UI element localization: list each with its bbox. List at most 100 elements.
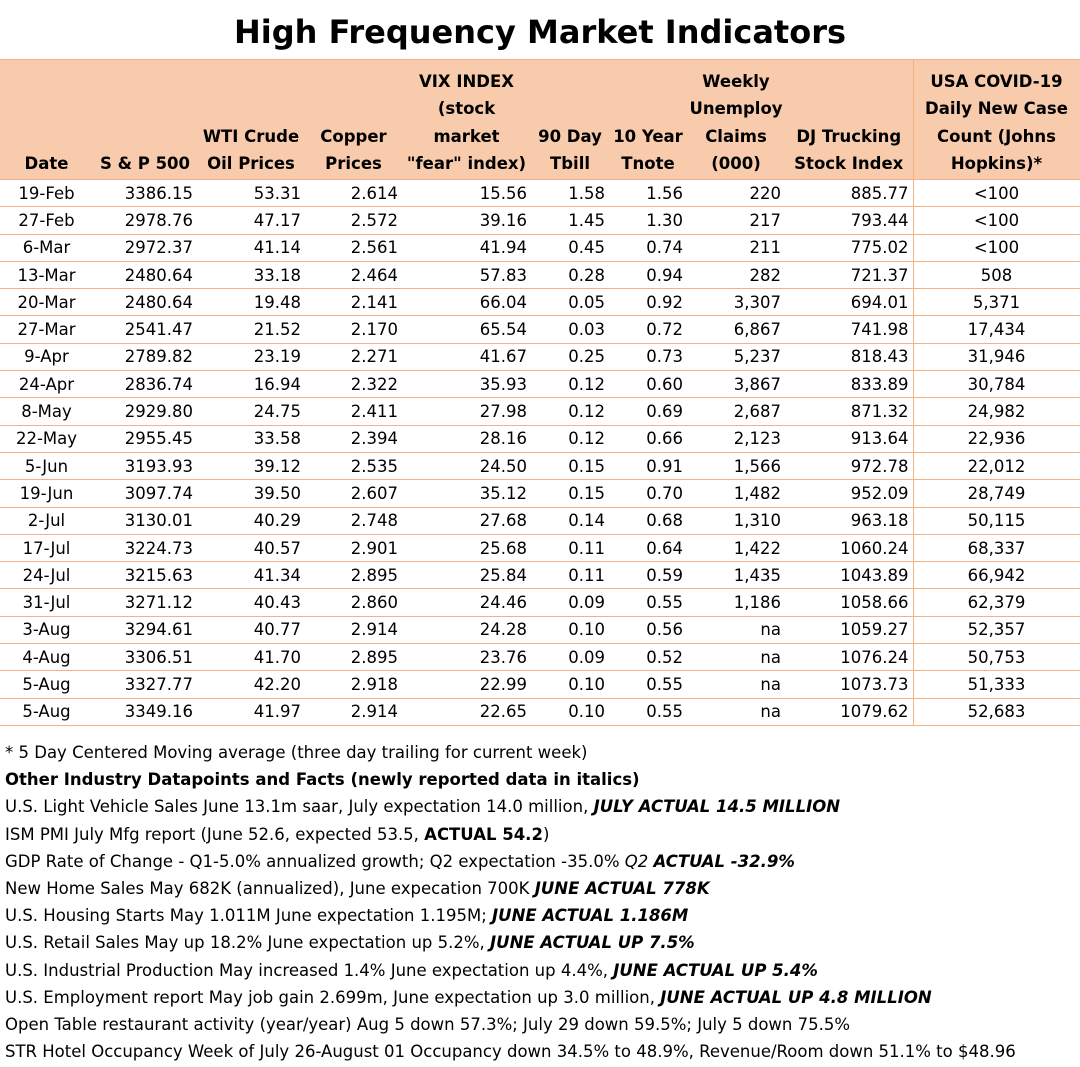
- cell-copper: 2.860: [305, 588, 402, 617]
- cell-covid-cases: 50,115: [912, 507, 1080, 535]
- cell-copper: 2.561: [305, 234, 402, 262]
- cell-date: 31-Jul: [0, 588, 93, 617]
- cell-covid-cases: <100: [912, 206, 1080, 235]
- note-bold: ACTUAL 54.2: [424, 824, 543, 844]
- cell-covid-cases: 62,379: [912, 588, 1080, 617]
- cell-dj-trucking: 913.64: [785, 425, 913, 453]
- cell-covid-cases: 22,012: [912, 452, 1080, 481]
- cell-unemployment-claims: 1,422: [687, 534, 785, 563]
- cell-copper: 2.411: [305, 397, 402, 426]
- table-row: 13-Mar 2480.64 33.18 2.464 57.83 0.28 0.94 282 7…: [0, 261, 1080, 290]
- note-text: New Home Sales May 682K (annualized), Ju…: [5, 878, 535, 898]
- cell-covid-cases: 52,683: [912, 698, 1080, 726]
- header-vix: VIX INDEX (stock market "fear" index): [402, 59, 531, 180]
- cell-sp500: 3271.12: [93, 588, 197, 617]
- table-row: 31-Jul 3271.12 40.43 2.860 24.46 0.09 0.55 1,18…: [0, 588, 1080, 617]
- cell-tbill: 1.45: [531, 206, 609, 235]
- table-row: 24-Jul 3215.63 41.34 2.895 25.84 0.11 0.59 1,43…: [0, 561, 1080, 590]
- cell-unemployment-claims: 1,310: [687, 507, 785, 535]
- cell-unemployment-claims: 1,435: [687, 561, 785, 590]
- cell-covid-cases: 31,946: [912, 343, 1080, 372]
- note-text: Open Table restaurant activity (year/yea…: [5, 1014, 851, 1034]
- cell-copper: 2.464: [305, 261, 402, 290]
- cell-covid-cases: 30,784: [912, 370, 1080, 399]
- cell-copper: 2.918: [305, 670, 402, 699]
- cell-tbill: 0.10: [531, 698, 609, 726]
- cell-tbill: 0.05: [531, 288, 609, 317]
- cell-copper: 2.322: [305, 370, 402, 399]
- table-row: 4-Aug 3306.51 41.70 2.895 23.76 0.09 0.52 na 107…: [0, 643, 1080, 672]
- note-item: U.S. Light Vehicle Sales June 13.1m saar…: [5, 793, 1075, 820]
- note-item: ISM PMI July Mfg report (June 52.6, expe…: [5, 821, 1075, 848]
- cell-unemployment-claims: 282: [687, 261, 785, 290]
- cell-copper: 2.394: [305, 425, 402, 453]
- cell-copper: 2.895: [305, 643, 402, 672]
- note-item: U.S. Industrial Production May increased…: [5, 957, 1075, 984]
- table-row: 27-Feb 2978.76 47.17 2.572 39.16 1.45 1.30 217 7…: [0, 206, 1080, 235]
- cell-covid-cases: 17,434: [912, 315, 1080, 344]
- cell-tnote: 0.69: [609, 397, 687, 426]
- cell-covid-cases: 52,357: [912, 616, 1080, 645]
- cell-date: 13-Mar: [0, 261, 93, 290]
- cell-copper: 2.895: [305, 561, 402, 590]
- cell-vix: 39.16: [402, 206, 531, 235]
- cell-sp500: 2955.45: [93, 425, 197, 453]
- header-wti-crude: WTI Crude Oil Prices: [197, 59, 305, 180]
- cell-copper: 2.748: [305, 507, 402, 535]
- header-dj-trucking: DJ Trucking Stock Index: [785, 59, 913, 180]
- cell-tbill: 0.10: [531, 670, 609, 699]
- cell-covid-cases: 508: [912, 261, 1080, 290]
- cell-tnote: 1.30: [609, 206, 687, 235]
- cell-tnote: 0.52: [609, 643, 687, 672]
- table-row: 2-Jul 3130.01 40.29 2.748 27.68 0.14 0.68 1,310…: [0, 507, 1080, 535]
- cell-vix: 25.68: [402, 534, 531, 563]
- cell-date: 24-Jul: [0, 561, 93, 590]
- cell-tnote: 0.94: [609, 261, 687, 290]
- note-emph: ACTUAL -32.9%: [653, 851, 795, 871]
- cell-wti-crude: 40.77: [197, 616, 305, 645]
- page-title: High Frequency Market Indicators: [233, 13, 847, 51]
- cell-wti-crude: 21.52: [197, 315, 305, 344]
- cell-sp500: 3306.51: [93, 643, 197, 672]
- cell-wti-crude: 19.48: [197, 288, 305, 317]
- cell-tnote: 0.55: [609, 698, 687, 726]
- cell-tbill: 0.11: [531, 534, 609, 563]
- cell-tnote: 0.56: [609, 616, 687, 645]
- cell-dj-trucking: 972.78: [785, 452, 913, 481]
- cell-tnote: 0.73: [609, 343, 687, 372]
- cell-tbill: 0.10: [531, 616, 609, 645]
- note-item: New Home Sales May 682K (annualized), Ju…: [5, 875, 1075, 902]
- cell-date: 5-Jun: [0, 452, 93, 481]
- note-text: U.S. Industrial Production May increased…: [5, 960, 614, 980]
- note-emph: JUNE ACTUAL UP 7.5%: [490, 933, 695, 953]
- cell-wti-crude: 41.70: [197, 643, 305, 672]
- cell-sp500: 3349.16: [93, 698, 197, 726]
- cell-tnote: 1.56: [609, 179, 687, 208]
- cell-vix: 22.99: [402, 670, 531, 699]
- cell-wti-crude: 33.18: [197, 261, 305, 290]
- note-emph: JULY ACTUAL 14.5 MILLION: [593, 797, 841, 817]
- cell-dj-trucking: 952.09: [785, 479, 913, 508]
- cell-tnote: 0.72: [609, 315, 687, 344]
- cell-wti-crude: 24.75: [197, 397, 305, 426]
- header-date: Date: [0, 59, 93, 180]
- note-tail: ): [542, 824, 550, 844]
- header-copper: Copper Prices: [305, 59, 402, 180]
- cell-tnote: 0.66: [609, 425, 687, 453]
- cell-date: 8-May: [0, 397, 93, 426]
- cell-date: 27-Mar: [0, 315, 93, 344]
- cell-vix: 41.67: [402, 343, 531, 372]
- cell-dj-trucking: 694.01: [785, 288, 913, 317]
- cell-dj-trucking: 1060.24: [785, 534, 913, 563]
- cell-covid-cases: 24,982: [912, 397, 1080, 426]
- cell-unemployment-claims: 217: [687, 206, 785, 235]
- cell-wti-crude: 41.97: [197, 698, 305, 726]
- cell-vix: 27.98: [402, 397, 531, 426]
- cell-dj-trucking: 1043.89: [785, 561, 913, 590]
- cell-date: 5-Aug: [0, 698, 93, 726]
- cell-covid-cases: 50,753: [912, 643, 1080, 672]
- cell-copper: 2.914: [305, 698, 402, 726]
- cell-wti-crude: 40.43: [197, 588, 305, 617]
- note-text: STR Hotel Occupancy Week of July 26-Augu…: [5, 1042, 1016, 1062]
- cell-sp500: 2480.64: [93, 288, 197, 317]
